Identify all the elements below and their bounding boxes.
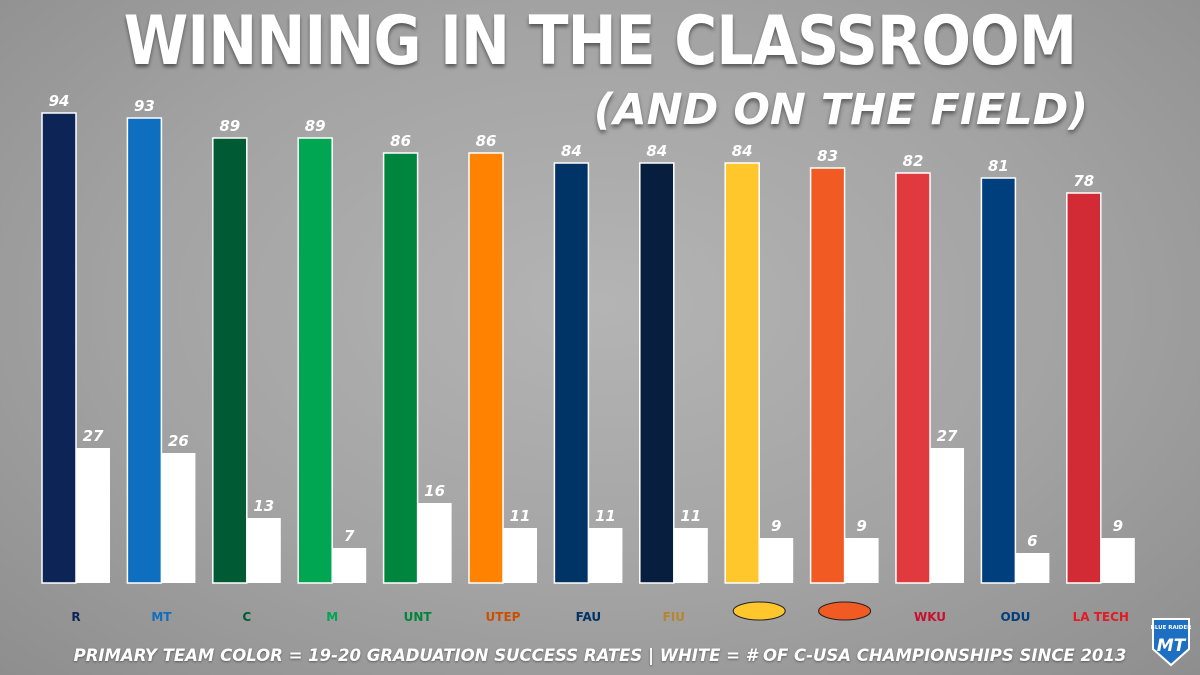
data-label-graduation-rate: 84 <box>561 142 582 160</box>
bar-championships <box>1100 538 1135 583</box>
bar-graduation-rate <box>980 177 1017 584</box>
data-label-championships: 11 <box>510 507 531 525</box>
bar-championships <box>76 448 110 583</box>
category-label: R <box>71 610 80 624</box>
badge-text: BLUE RAIDER <box>1151 625 1192 631</box>
bar-graduation-rate <box>553 162 590 584</box>
data-label-championships: 9 <box>1113 517 1123 535</box>
bar-graduation-rate <box>41 112 77 584</box>
bar-graduation-rate <box>639 162 675 584</box>
data-label-championships: 6 <box>1027 532 1037 550</box>
bar-championships <box>759 538 794 583</box>
data-label-graduation-rate: 82 <box>903 152 924 170</box>
data-label-graduation-rate: 93 <box>134 97 155 115</box>
data-label-championships: 27 <box>83 427 104 445</box>
data-label-graduation-rate: 86 <box>476 132 497 150</box>
bar-championships <box>844 538 879 583</box>
bar-graduation-rate <box>809 167 846 584</box>
data-label-championships: 27 <box>937 427 958 445</box>
bar-championships <box>1015 553 1050 583</box>
bar-championships <box>588 528 623 583</box>
category-label: C <box>242 610 251 624</box>
badge-monogram: MT <box>1157 636 1187 656</box>
team-logo-icon <box>732 601 786 621</box>
category-label: LA TECH <box>1073 610 1129 624</box>
bar-championships <box>246 518 281 583</box>
data-label-graduation-rate: 78 <box>1073 172 1094 190</box>
bar-graduation-rate <box>382 152 419 584</box>
bar-championships <box>417 503 452 583</box>
bar-graduation-rate <box>724 162 760 584</box>
data-label-championships: 11 <box>595 507 616 525</box>
bar-championships <box>930 448 964 583</box>
data-label-championships: 26 <box>168 432 189 450</box>
category-label: M <box>326 610 338 624</box>
bar-championships <box>673 528 708 583</box>
data-label-graduation-rate: 94 <box>49 92 70 110</box>
data-label-graduation-rate: 89 <box>305 117 326 135</box>
bar-graduation-rate <box>1066 192 1102 584</box>
bar-graduation-rate <box>468 152 504 584</box>
chart-subtitle: (AND ON THE FIELD) <box>593 85 1088 135</box>
data-label-graduation-rate: 81 <box>988 157 1009 175</box>
bar-championships <box>503 528 537 583</box>
category-label: UTEP <box>486 610 521 624</box>
bar-graduation-rate <box>126 117 163 584</box>
category-label: WKU <box>914 610 946 624</box>
bar-graduation-rate <box>212 137 248 584</box>
chart-caption: PRIMARY TEAM COLOR = 19-20 GRADUATION SU… <box>73 646 1127 665</box>
data-label-graduation-rate: 89 <box>219 117 240 135</box>
team-logo-icon <box>818 601 872 621</box>
bar-championships <box>161 453 196 583</box>
category-label: FIU <box>663 610 685 624</box>
bar-graduation-rate <box>297 137 333 584</box>
data-label-championships: 7 <box>344 527 355 545</box>
data-label-graduation-rate: 84 <box>646 142 667 160</box>
data-label-championships: 16 <box>424 482 445 500</box>
athletic-association-badge: BLUE RAIDER MT <box>1151 618 1192 667</box>
category-label: ODU <box>1000 610 1030 624</box>
bar-graduation-rate <box>895 172 931 584</box>
data-label-graduation-rate: 83 <box>817 147 838 165</box>
category-label: MT <box>151 610 172 624</box>
bar-championships <box>332 548 367 583</box>
chart-title: WINNING IN THE CLASSROOM <box>123 2 1077 81</box>
data-label-championships: 9 <box>771 517 781 535</box>
data-label-championships: 13 <box>253 497 274 515</box>
data-label-graduation-rate: 84 <box>732 142 753 160</box>
data-label-graduation-rate: 86 <box>390 132 411 150</box>
category-label: UNT <box>404 610 433 624</box>
data-label-championships: 9 <box>856 517 866 535</box>
data-label-championships: 11 <box>680 507 701 525</box>
category-label: FAU <box>576 610 601 624</box>
